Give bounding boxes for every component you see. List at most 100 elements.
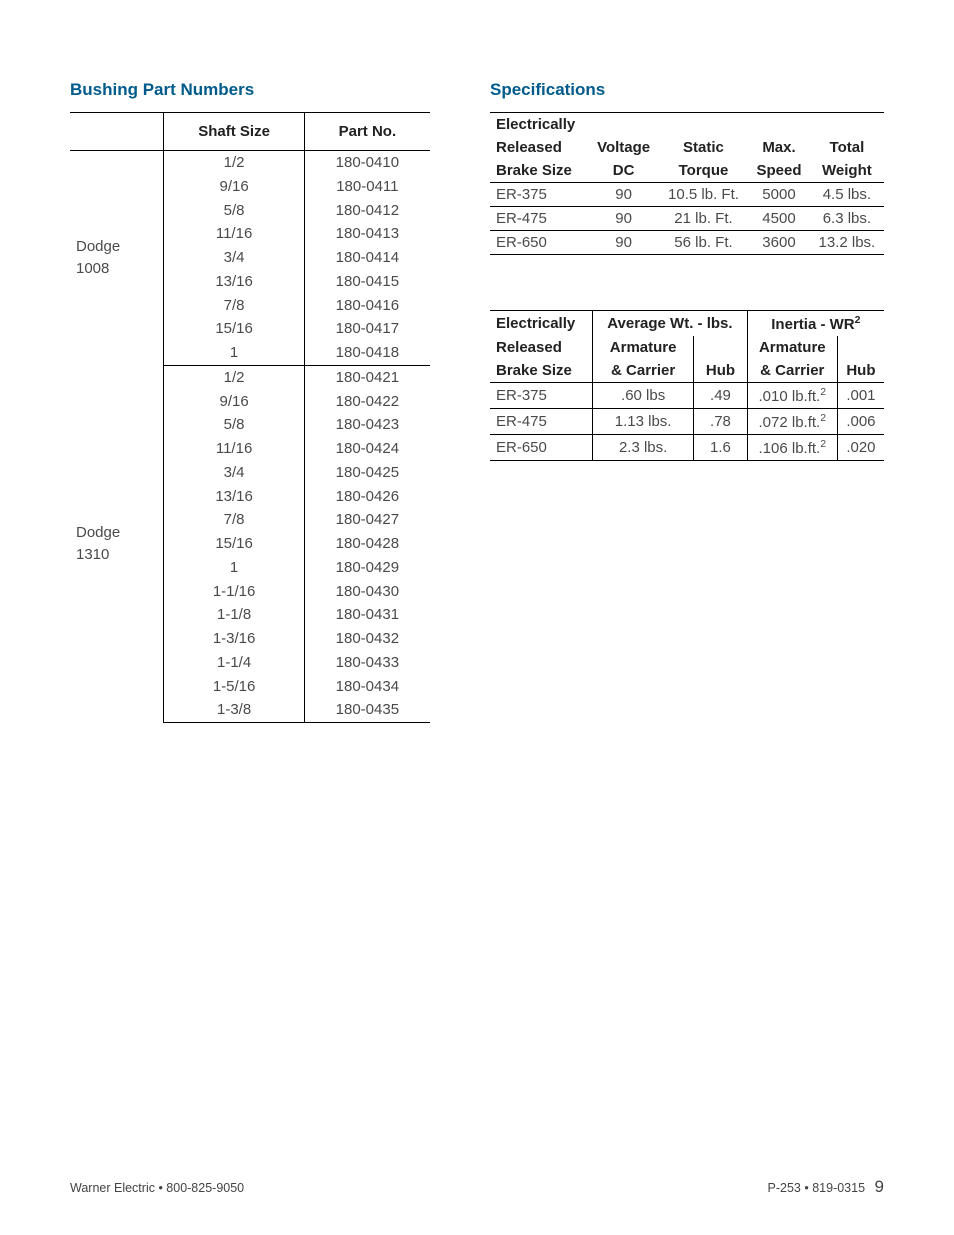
spec-cell: .78 (694, 409, 748, 435)
bushing-part-cell: 180-0413 (304, 222, 430, 246)
s2-h-r3c3: Hub (694, 359, 748, 383)
spec-cell: 56 lb. Ft. (659, 231, 748, 255)
table-row: ER-4751.13 lbs..78.072 lb.ft.2.006 (490, 409, 884, 435)
spec-cell: 3600 (748, 231, 810, 255)
bushing-header-model (70, 113, 164, 151)
spec-cell: 1.6 (694, 435, 748, 461)
bushing-part-cell: 180-0421 (304, 365, 430, 389)
bushing-part-cell: 180-0434 (304, 675, 430, 699)
bushing-part-cell: 180-0418 (304, 341, 430, 365)
bushing-shaft-cell: 15/16 (164, 317, 304, 341)
spec-cell: 2.3 lbs. (593, 435, 694, 461)
s1-h-r3c2: DC (588, 159, 658, 183)
bushing-part-cell: 180-0429 (304, 556, 430, 580)
bushing-part-cell: 180-0417 (304, 317, 430, 341)
bushing-header-shaft: Shaft Size (164, 113, 304, 151)
spec-cell: .020 (837, 435, 884, 461)
s2-h-r2c2: Armature (593, 336, 694, 359)
spec-cell: 90 (588, 207, 658, 231)
bushing-title: Bushing Part Numbers (70, 80, 430, 100)
s2-h-r2c4: Armature (747, 336, 837, 359)
bushing-part-cell: 180-0416 (304, 294, 430, 318)
specs-title: Specifications (490, 80, 884, 100)
bushing-shaft-cell: 5/8 (164, 199, 304, 223)
spec-cell: .49 (694, 383, 748, 409)
s2-h-r3c4: & Carrier (747, 359, 837, 383)
bushing-shaft-cell: 1-3/16 (164, 627, 304, 651)
spec-cell: ER-475 (490, 409, 593, 435)
spec-cell: 4500 (748, 207, 810, 231)
spec-cell: ER-375 (490, 383, 593, 409)
bushing-shaft-cell: 11/16 (164, 437, 304, 461)
table-row: Dodge 10081/2180-0410 (70, 151, 430, 175)
spec-cell: 5000 (748, 183, 810, 207)
bushing-model-cell: Dodge 1310 (70, 365, 164, 722)
table-row: ER-375.60 lbs.49.010 lb.ft.2.001 (490, 383, 884, 409)
bushing-part-cell: 180-0431 (304, 603, 430, 627)
bushing-part-cell: 180-0422 (304, 390, 430, 414)
bushing-part-cell: 180-0432 (304, 627, 430, 651)
s2-h-r1c1: Electrically (490, 311, 593, 337)
spec-cell: 4.5 lbs. (810, 183, 884, 207)
footer-left: Warner Electric • 800-825-9050 (70, 1181, 244, 1195)
spec-cell: ER-375 (490, 183, 588, 207)
spec-cell: ER-650 (490, 435, 593, 461)
bushing-shaft-cell: 1 (164, 556, 304, 580)
table-row: ER-3759010.5 lb. Ft.50004.5 lbs. (490, 183, 884, 207)
bushing-part-cell: 180-0415 (304, 270, 430, 294)
s1-h-r2c4: Max. (748, 136, 810, 159)
bushing-shaft-cell: 1-3/8 (164, 698, 304, 722)
bushing-shaft-cell: 15/16 (164, 532, 304, 556)
spec-cell: .006 (837, 409, 884, 435)
s2-h-r1c3: Inertia - WR2 (747, 311, 884, 337)
bushing-shaft-cell: 7/8 (164, 294, 304, 318)
s2-h-r2c5 (837, 336, 884, 359)
spec-cell: .010 lb.ft.2 (747, 383, 837, 409)
spec-cell: 90 (588, 183, 658, 207)
s1-h-r3c1: Brake Size (490, 159, 588, 183)
bushing-part-cell: 180-0412 (304, 199, 430, 223)
bushing-shaft-cell: 1-1/8 (164, 603, 304, 627)
bushing-shaft-cell: 9/16 (164, 390, 304, 414)
spec-cell: .106 lb.ft.2 (747, 435, 837, 461)
spec-table-1: Electrically Released Voltage Static Max… (490, 112, 884, 255)
bushing-part-cell: 180-0426 (304, 485, 430, 509)
bushing-shaft-cell: 1-1/16 (164, 580, 304, 604)
s2-h-r3c5: Hub (837, 359, 884, 383)
spec-cell: .001 (837, 383, 884, 409)
bushing-part-cell: 180-0411 (304, 175, 430, 199)
spec-cell: 13.2 lbs. (810, 231, 884, 255)
bushing-shaft-cell: 1/2 (164, 151, 304, 175)
spec-cell: ER-650 (490, 231, 588, 255)
s1-h-r1c2 (588, 113, 658, 137)
s1-h-r3c4: Speed (748, 159, 810, 183)
spec-cell: 1.13 lbs. (593, 409, 694, 435)
bushing-shaft-cell: 9/16 (164, 175, 304, 199)
s1-h-r3c3: Torque (659, 159, 748, 183)
bushing-shaft-cell: 5/8 (164, 413, 304, 437)
bushing-part-cell: 180-0425 (304, 461, 430, 485)
s2-h-r2c3 (694, 336, 748, 359)
footer-right: P-253 • 819-0315 9 (768, 1177, 884, 1197)
s1-h-r1c5 (810, 113, 884, 137)
spec-cell: .072 lb.ft.2 (747, 409, 837, 435)
s2-h-r2c1: Released (490, 336, 593, 359)
s2-h-r3c1: Brake Size (490, 359, 593, 383)
bushing-shaft-cell: 1/2 (164, 365, 304, 389)
table-row: ER-6502.3 lbs.1.6.106 lb.ft.2.020 (490, 435, 884, 461)
s1-h-r1c3 (659, 113, 748, 137)
spec-cell: .60 lbs (593, 383, 694, 409)
s1-h-r2c1: Released (490, 136, 588, 159)
bushing-part-cell: 180-0410 (304, 151, 430, 175)
table-row: ER-4759021 lb. Ft.45006.3 lbs. (490, 207, 884, 231)
s1-h-r1c4 (748, 113, 810, 137)
bushing-shaft-cell: 13/16 (164, 485, 304, 509)
s1-h-r1c1: Electrically (490, 113, 588, 137)
spec-cell: 10.5 lb. Ft. (659, 183, 748, 207)
bushing-table: Shaft Size Part No. Dodge 10081/2180-041… (70, 112, 430, 723)
bushing-shaft-cell: 1-5/16 (164, 675, 304, 699)
s1-h-r2c2: Voltage (588, 136, 658, 159)
s2-h-r1c2: Average Wt. - lbs. (593, 311, 748, 337)
spec-cell: ER-475 (490, 207, 588, 231)
bushing-part-cell: 180-0435 (304, 698, 430, 722)
